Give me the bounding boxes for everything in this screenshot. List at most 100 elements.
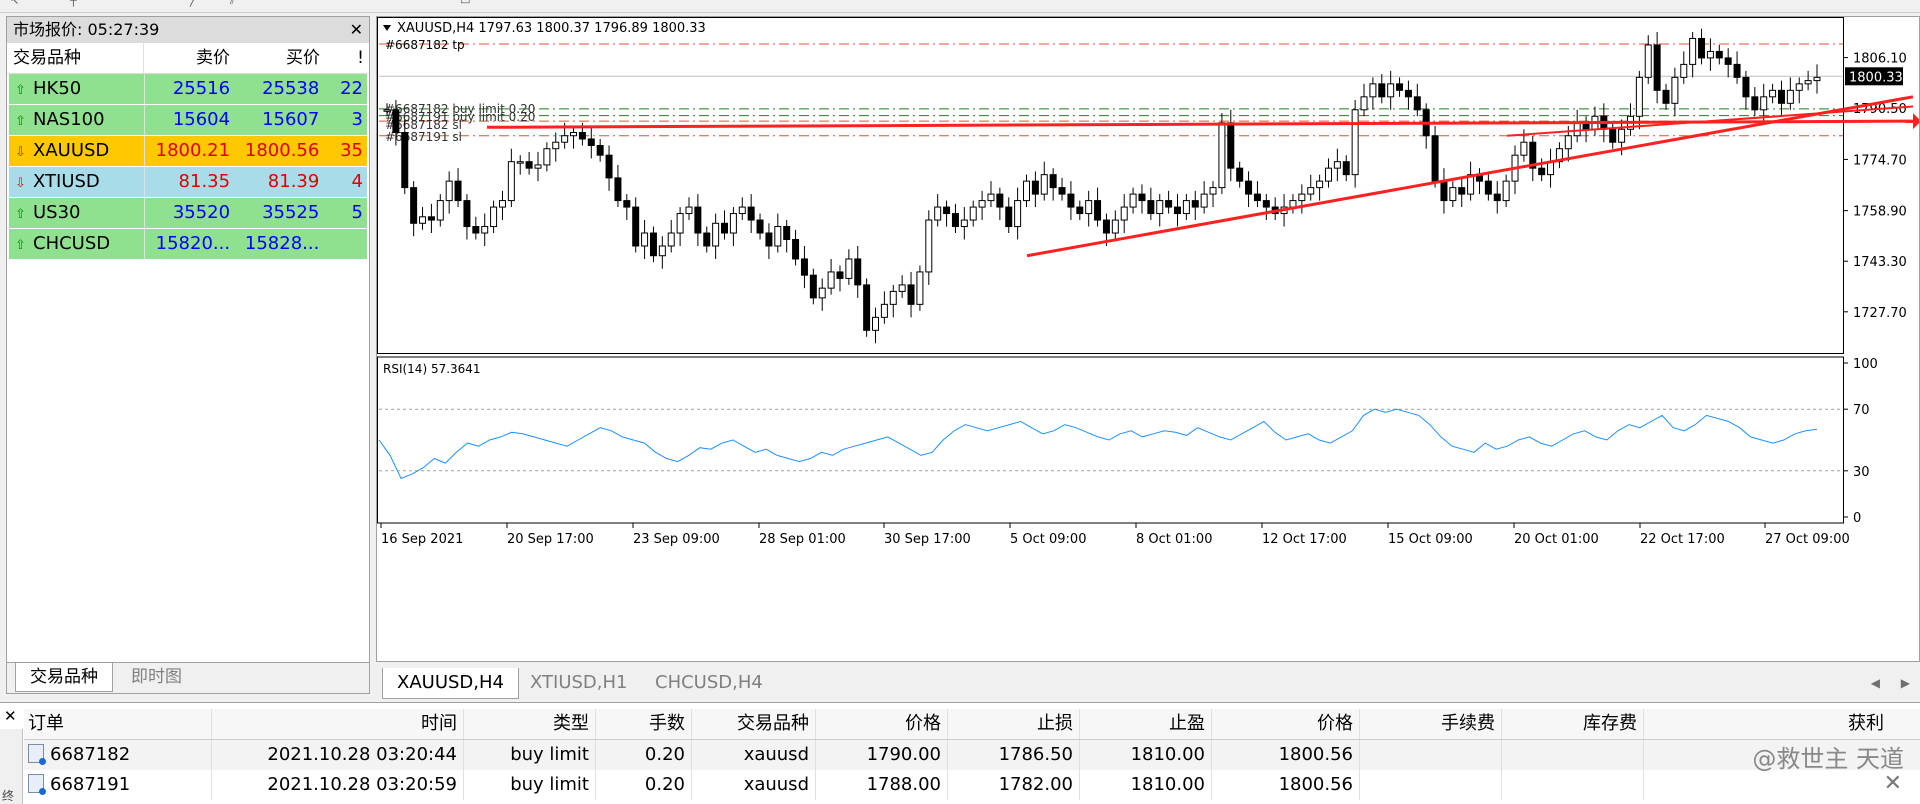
orders-col-2[interactable]: 类型 <box>464 709 596 739</box>
orders-col-11[interactable]: 获利 <box>1848 713 1884 734</box>
candle-body <box>1449 187 1457 202</box>
candle-body <box>1005 206 1013 228</box>
symbol-name: NAS100 <box>33 109 105 130</box>
candle-body <box>756 219 764 234</box>
ask-cell: 15828... <box>244 233 320 254</box>
line-tool-icon[interactable]: ╱ <box>190 0 197 7</box>
candle-body <box>738 206 746 215</box>
candle-body <box>1769 89 1777 98</box>
order-row[interactable]: 6687191 2021.10.28 03:20:59 buy limit 0.20 x… <box>24 770 1920 800</box>
symbol-row-us30[interactable]: ⇧ US30 35520 35525 5 <box>9 198 367 229</box>
candle-body <box>436 200 444 221</box>
chart-tab-xtiusd[interactable]: XTIUSD,H1 <box>530 672 628 693</box>
orders-col-0[interactable]: 订单 <box>24 709 212 739</box>
time-axis-label: 20 Oct 01:00 <box>1514 532 1599 547</box>
dropdown-triangle-icon <box>383 25 391 31</box>
rising-trend-line-2[interactable] <box>1506 105 1914 137</box>
symbol-row-chcusd[interactable]: ⇧ CHCUSD 15820... 15828... <box>9 229 367 260</box>
orders-col-10[interactable]: 库存费 <box>1502 709 1644 739</box>
price-axis-label: 1806.10 <box>1853 52 1907 67</box>
candle-body <box>419 216 427 224</box>
arrow-head-icon <box>1913 113 1920 130</box>
order-cell: 1810.00 <box>1080 770 1212 800</box>
scroll-right-icon[interactable]: ▶ <box>1900 676 1910 690</box>
price-chart[interactable]: 1806.101790.501774.701758.901743.301727.… <box>377 17 1920 661</box>
spread-cell: 3 <box>351 109 363 130</box>
symbol-row-nas100[interactable]: ⇧ NAS100 15604 15607 3 <box>9 105 367 136</box>
candle-body <box>1333 161 1341 169</box>
scroll-left-icon[interactable]: ◀ <box>1870 676 1880 690</box>
candle-body <box>667 232 675 247</box>
candle-body <box>1813 76 1821 82</box>
terminal-side: 终 <box>0 729 23 804</box>
close-x-icon[interactable]: ✕ <box>1883 771 1902 796</box>
symbol-row-xauusd[interactable]: ⇩ XAUUSD 1800.21 1800.56 35 <box>9 136 367 167</box>
col-bid[interactable]: 卖价 <box>196 48 230 68</box>
horizontal-trend-line[interactable] <box>486 119 1914 129</box>
candle-body <box>1538 167 1546 176</box>
tab-symbols[interactable]: 交易品种 <box>15 663 113 692</box>
candle-body <box>1307 187 1315 195</box>
candle-body <box>1360 96 1368 111</box>
candle-body <box>898 284 906 292</box>
candle-body <box>792 239 800 260</box>
orders-col-4[interactable]: 交易品种 <box>692 709 816 739</box>
candle-body <box>1795 83 1803 91</box>
candle-body <box>498 200 506 208</box>
fib-tool-icon[interactable]: ⫽ <box>230 0 235 7</box>
timeframe-m1-icon[interactable]: ▭ <box>460 0 471 7</box>
spread-cell: 35 <box>340 140 363 161</box>
orders-col-6[interactable]: 止损 <box>948 709 1080 739</box>
order-cell: 1810.00 <box>1080 740 1212 770</box>
order-cell: 1782.00 <box>948 770 1080 800</box>
orders-col-5[interactable]: 价格 <box>816 709 948 739</box>
col-ask[interactable]: 买价 <box>286 48 320 68</box>
market-watch-header: 交易品种 卖价 买价 ! <box>7 43 369 74</box>
candle-body <box>934 206 942 221</box>
orders-col-9[interactable]: 手续费 <box>1360 709 1502 739</box>
candle-body <box>907 284 915 305</box>
close-icon[interactable]: ✕ <box>4 707 17 725</box>
candle-body <box>1253 193 1261 202</box>
candle-body <box>605 154 613 179</box>
candle-body <box>1165 200 1173 208</box>
candle-body <box>1369 83 1377 98</box>
candle-body <box>1209 187 1217 195</box>
candle-body <box>1458 187 1466 195</box>
candle-body <box>472 226 480 234</box>
orders-col-8[interactable]: 价格 <box>1212 709 1360 739</box>
symbol-row-xtiusd[interactable]: ⇩ XTIUSD 81.35 81.39 4 <box>9 167 367 198</box>
chart-tab-xauusd[interactable]: XAUUSD,H4 <box>382 668 519 699</box>
market-watch-tabs: 交易品种 即时图 <box>7 662 369 693</box>
orders-col-7[interactable]: 止盈 <box>1080 709 1212 739</box>
chart-window[interactable]: 1806.101790.501774.701758.901743.301727.… <box>376 16 1920 662</box>
col-spread[interactable]: ! <box>357 48 364 68</box>
time-axis-label: 5 Oct 09:00 <box>1010 532 1086 547</box>
candle-body <box>1440 180 1448 202</box>
bid-cell: 25516 <box>172 78 231 99</box>
candle-body <box>1698 37 1706 59</box>
candle-body <box>854 258 862 286</box>
candle-body <box>1635 76 1643 117</box>
candle-body <box>1733 63 1741 78</box>
close-icon[interactable]: ✕ <box>349 20 363 39</box>
candle-body <box>481 226 489 234</box>
candle-body <box>516 161 524 164</box>
col-symbol[interactable]: 交易品种 <box>7 43 144 73</box>
candle-body <box>1653 44 1661 91</box>
symbol-row-hk50[interactable]: ⇧ HK50 25516 25538 22 <box>9 74 367 105</box>
tab-tick-chart[interactable]: 即时图 <box>131 667 182 687</box>
candle-body <box>445 180 453 202</box>
crosshair-icon[interactable]: ┼ <box>70 0 77 7</box>
bid-cell: 35520 <box>172 202 231 223</box>
order-row[interactable]: 6687182 2021.10.28 03:20:44 buy limit 0.20 x… <box>24 740 1920 770</box>
order-cell: 6687182 <box>24 740 212 770</box>
chart-tab-chcusd[interactable]: CHCUSD,H4 <box>655 672 763 693</box>
rising-trend-line[interactable] <box>1026 95 1914 258</box>
candle-body <box>1014 200 1022 228</box>
orders-col-1[interactable]: 时间 <box>212 709 464 739</box>
cursor-icon[interactable]: ↖ <box>10 0 20 7</box>
candle-body <box>1289 200 1297 208</box>
orders-col-3[interactable]: 手数 <box>596 709 692 739</box>
candle-body <box>1324 167 1332 182</box>
